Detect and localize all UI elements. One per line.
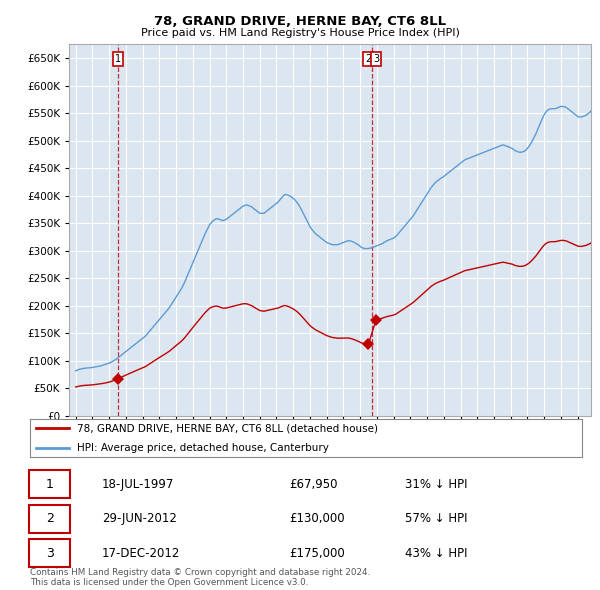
Text: 78, GRAND DRIVE, HERNE BAY, CT6 8LL: 78, GRAND DRIVE, HERNE BAY, CT6 8LL [154,15,446,28]
Text: 2: 2 [46,512,53,525]
Text: £130,000: £130,000 [289,512,345,525]
Text: 3: 3 [373,54,379,64]
Text: 1: 1 [115,54,121,64]
Text: £67,950: £67,950 [289,478,338,491]
Text: 1: 1 [46,478,53,491]
FancyBboxPatch shape [29,539,70,567]
Text: 18-JUL-1997: 18-JUL-1997 [102,478,174,491]
Text: 43% ↓ HPI: 43% ↓ HPI [406,546,468,560]
Text: 17-DEC-2012: 17-DEC-2012 [102,546,180,560]
Text: 3: 3 [46,546,53,560]
Text: 78, GRAND DRIVE, HERNE BAY, CT6 8LL (detached house): 78, GRAND DRIVE, HERNE BAY, CT6 8LL (det… [77,424,378,434]
Text: Contains HM Land Registry data © Crown copyright and database right 2024.
This d: Contains HM Land Registry data © Crown c… [30,568,370,587]
FancyBboxPatch shape [29,470,70,498]
Text: 29-JUN-2012: 29-JUN-2012 [102,512,176,525]
Text: HPI: Average price, detached house, Canterbury: HPI: Average price, detached house, Cant… [77,442,329,453]
Text: £175,000: £175,000 [289,546,345,560]
Text: 31% ↓ HPI: 31% ↓ HPI [406,478,468,491]
Text: Price paid vs. HM Land Registry's House Price Index (HPI): Price paid vs. HM Land Registry's House … [140,28,460,38]
FancyBboxPatch shape [29,505,70,533]
Text: 57% ↓ HPI: 57% ↓ HPI [406,512,468,525]
Text: 2: 2 [365,54,371,64]
